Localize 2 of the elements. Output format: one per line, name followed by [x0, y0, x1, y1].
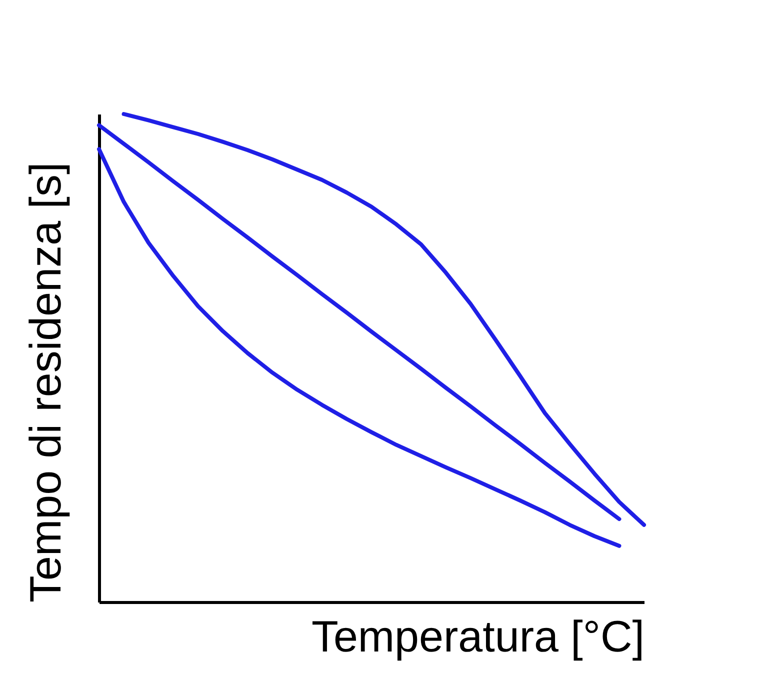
y-axis-title: Tempo di residenza [s] — [22, 162, 70, 602]
x-axis-title: Temperatura [°C] — [311, 612, 644, 662]
